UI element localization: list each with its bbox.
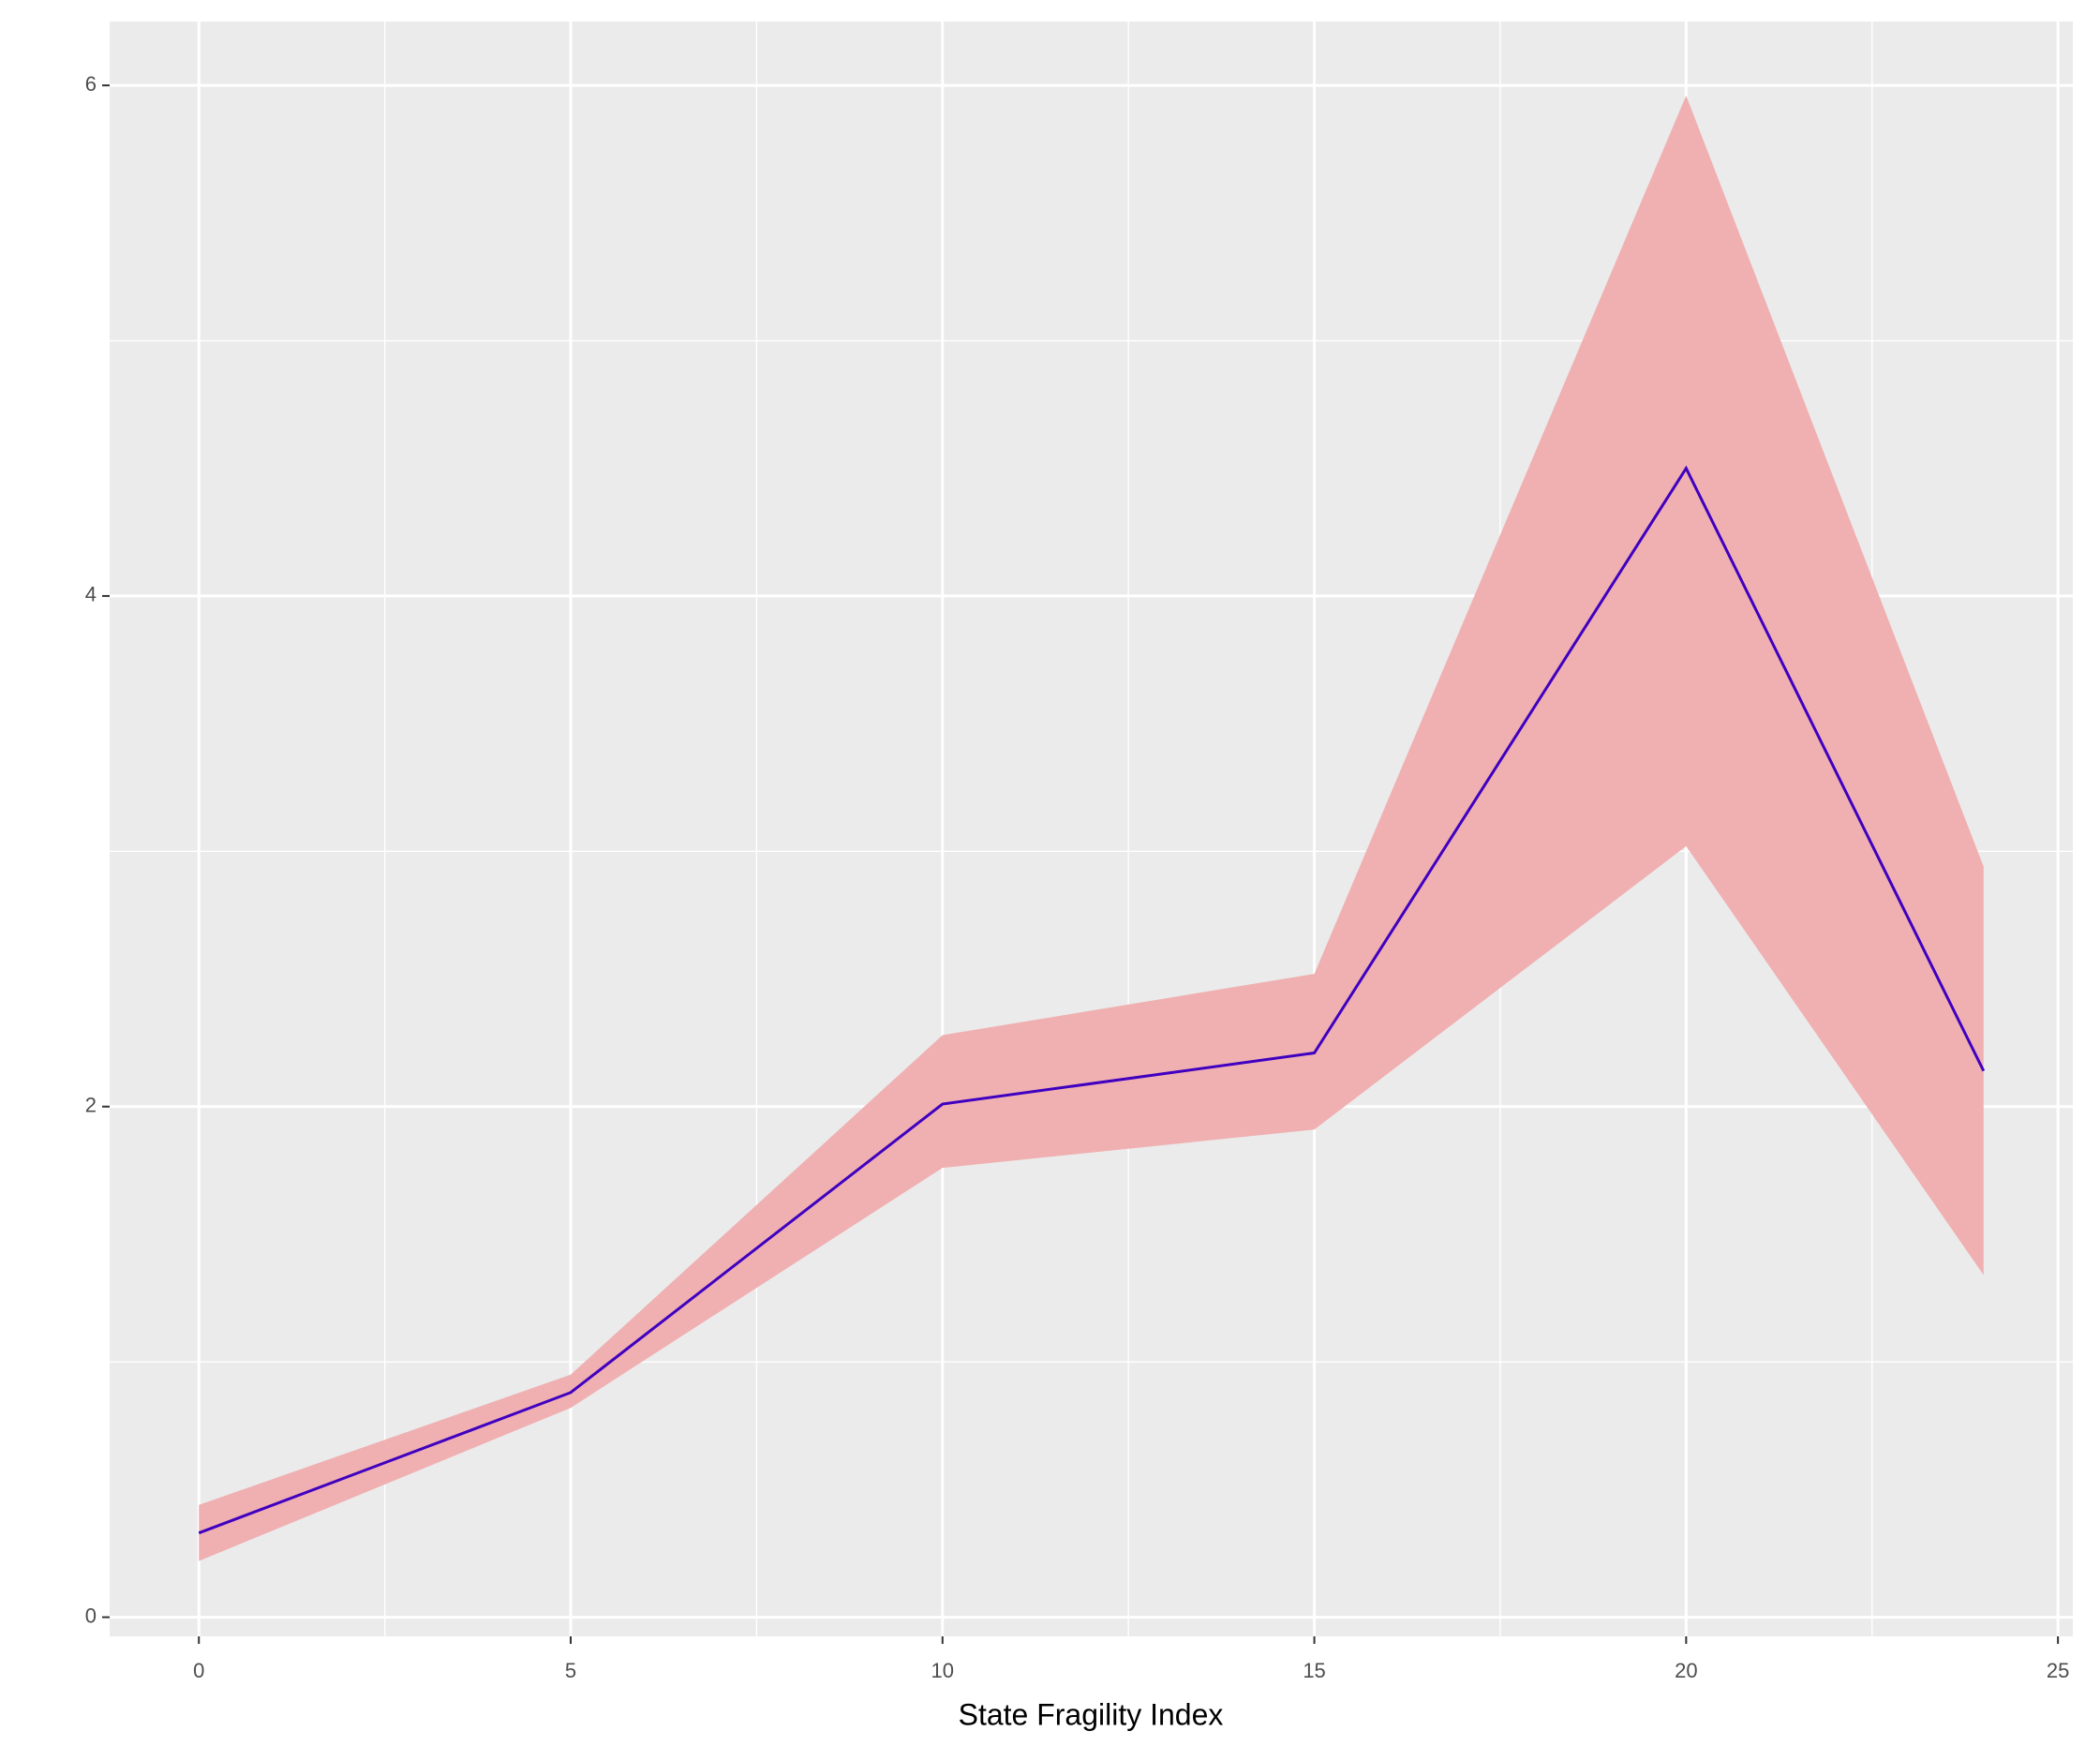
x-tick-label: 25 [2047,1659,2069,1682]
y-tick-label: 6 [85,72,97,96]
x-tick-label: 0 [193,1659,204,1682]
ribbon [199,95,1984,1561]
y-tick-label: 0 [85,1604,97,1627]
y-tick-label: 2 [85,1094,97,1117]
x-tick-label: 15 [1303,1659,1325,1682]
x-axis-title: State Fragility Index [959,1697,1224,1731]
y-tick-label: 4 [85,583,97,606]
x-tick-label: 10 [931,1659,954,1682]
x-tick-label: 20 [1675,1659,1697,1682]
line [198,465,1986,1535]
x-tick-label: 5 [565,1659,576,1682]
